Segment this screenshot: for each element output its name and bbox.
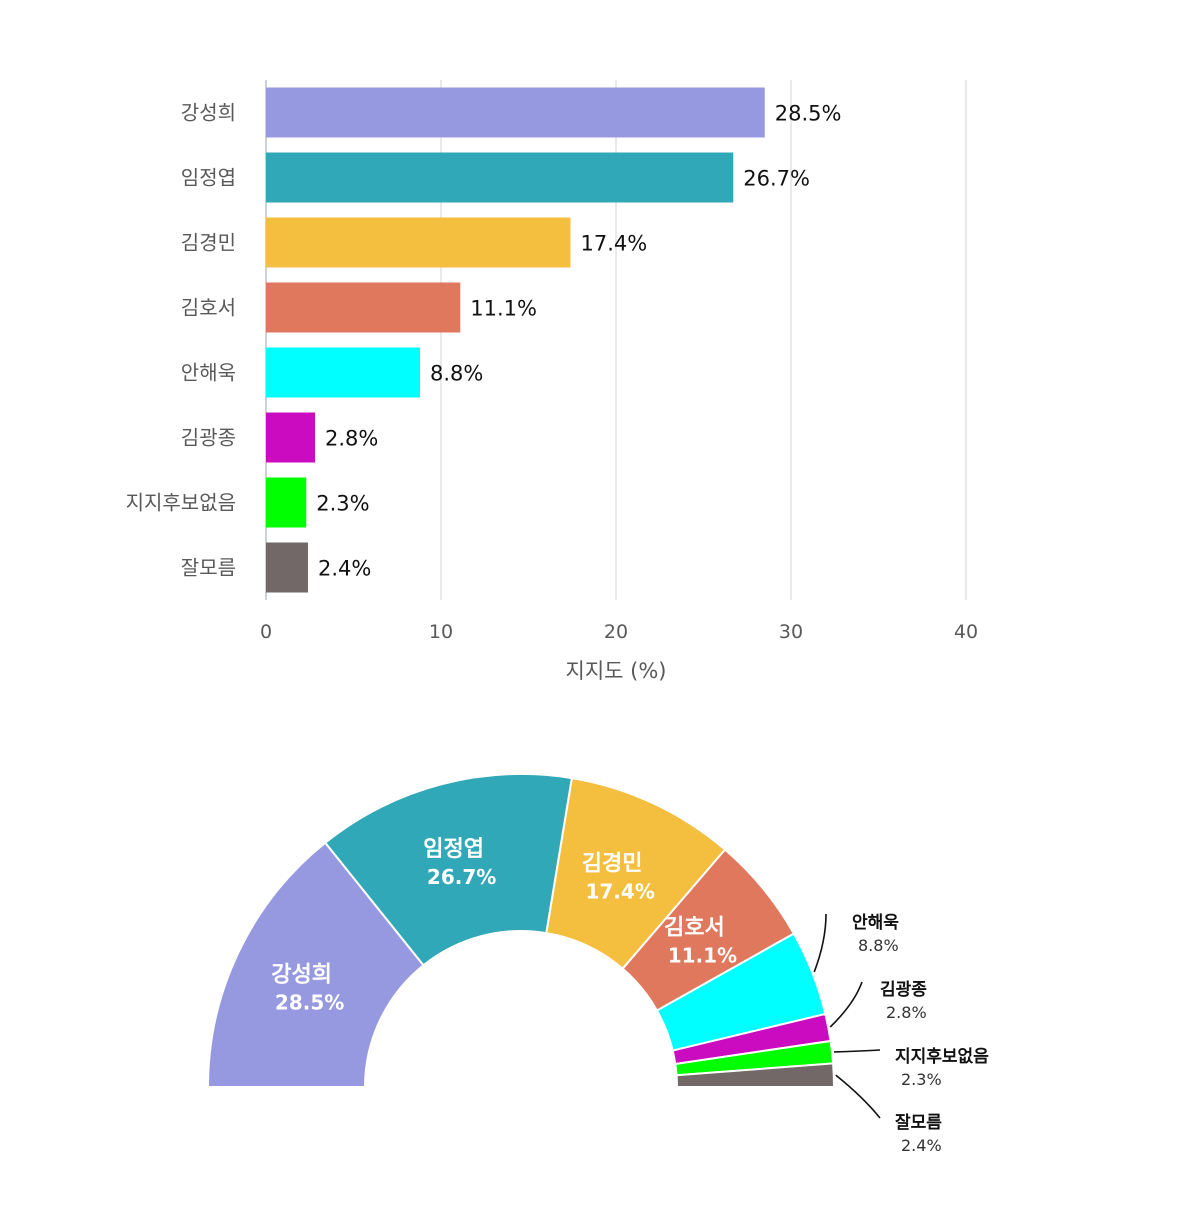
- bar: [266, 152, 734, 203]
- slice-label: 강성희: [271, 962, 332, 987]
- category-label: 김호서: [181, 296, 236, 320]
- bar: [266, 217, 571, 268]
- value-label: 8.8%: [430, 362, 483, 386]
- bar: [266, 477, 307, 528]
- slice-label: 임정엽: [423, 837, 484, 862]
- leader-line: [813, 913, 827, 973]
- slice-label: 지지후보없음: [895, 1046, 989, 1067]
- leader-line: [829, 981, 863, 1028]
- slice-value-label: 2.3%: [901, 1070, 942, 1089]
- pie-slice: [675, 1062, 836, 1088]
- category-label: 임정엽: [181, 166, 236, 190]
- leader-line: [835, 1074, 881, 1119]
- category-label: 김경민: [181, 231, 236, 255]
- x-tick-label: 30: [779, 621, 803, 643]
- slice-value-label: 2.4%: [901, 1136, 942, 1155]
- slice-value-label: 17.4%: [585, 880, 654, 904]
- bar: [266, 412, 315, 463]
- slice-value-label: 26.7%: [427, 865, 496, 889]
- x-tick-label: 0: [260, 621, 272, 643]
- half-donut-chart: 강성희 28.5% 임정엽 26.7% 김경민 17.4% 김호서 11.1% 안해욱 8.8% 김…: [206, 773, 989, 1155]
- slice-value-label: 11.1%: [668, 943, 737, 967]
- value-label: 2.3%: [316, 492, 369, 516]
- slice-label: 김호서: [664, 915, 725, 940]
- value-label: 17.4%: [581, 232, 648, 256]
- slice-value-label: 8.8%: [858, 936, 899, 955]
- category-label: 잘모름: [181, 556, 236, 580]
- bar: [266, 282, 461, 333]
- bar: [266, 542, 308, 593]
- x-axis-title: 지지도 (%): [566, 659, 667, 683]
- x-tick-label: 10: [429, 621, 453, 643]
- x-tick-label: 20: [604, 621, 628, 643]
- slice-label: 김광종: [880, 980, 927, 1000]
- x-tick-label: 40: [954, 621, 978, 643]
- bar: [266, 347, 420, 398]
- slice-label: 김경민: [582, 852, 643, 877]
- slice-label: 안해욱: [852, 913, 899, 933]
- category-label: 강성희: [181, 101, 236, 125]
- value-label: 28.5%: [775, 102, 842, 126]
- slice-label: 잘모름: [895, 1112, 942, 1133]
- slice-value-label: 2.8%: [886, 1003, 927, 1022]
- category-label: 안해욱: [181, 361, 236, 385]
- bar: [266, 87, 765, 138]
- leader-line: [834, 1049, 881, 1053]
- pie-slice: [206, 841, 425, 1088]
- pie-slice: [323, 773, 574, 967]
- value-label: 2.4%: [318, 557, 371, 581]
- value-label: 26.7%: [743, 167, 810, 191]
- category-label: 김광종: [181, 426, 236, 450]
- value-label: 11.1%: [470, 297, 537, 321]
- category-label: 지지후보없음: [126, 491, 236, 515]
- value-label: 2.8%: [325, 427, 378, 451]
- slice-value-label: 28.5%: [275, 990, 344, 1014]
